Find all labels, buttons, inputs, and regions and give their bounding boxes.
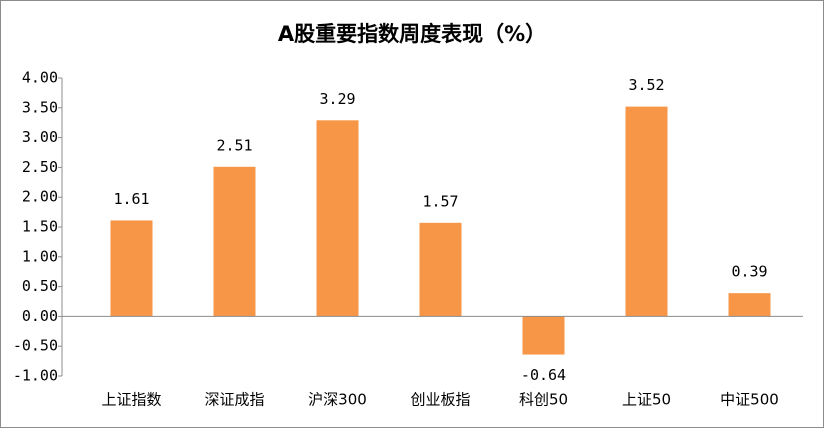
y-tick-label: 2.00 [22,188,58,206]
value-label: 2.51 [216,136,252,154]
y-tick-label: 3.50 [22,98,58,116]
x-tick-label: 深证成指 [204,391,264,409]
x-tick-label: 科创50 [519,391,568,409]
value-label: 3.29 [319,90,355,108]
value-label: 1.57 [422,192,458,210]
y-tick-label: 4.00 [22,69,58,87]
x-tick-label: 沪深300 [308,391,367,409]
y-tick-label: 1.50 [22,218,58,236]
value-label: -0.64 [521,366,566,384]
value-label: 0.39 [731,263,767,281]
y-tick-label: 0.00 [22,307,58,325]
bar [213,166,256,317]
y-tick-label: -1.00 [13,367,58,385]
bar [522,316,565,355]
x-tick-label: 上证指数 [101,391,161,409]
bar [316,120,359,317]
bar [110,220,153,317]
y-tick-label: -0.50 [13,337,58,355]
bar [419,222,462,317]
y-tick-label: 2.50 [22,158,58,176]
y-tick-label: 0.50 [22,277,58,295]
value-label: 1.61 [113,190,149,208]
bar [728,293,771,317]
chart-title: A股重要指数周度表现（%） [278,22,546,46]
value-label: 3.52 [628,76,664,94]
y-tick-label: 1.00 [22,247,58,265]
y-tick-label: 3.00 [22,128,58,146]
x-tick-label: 中证500 [720,391,779,409]
x-tick-label: 上证50 [622,391,671,409]
bar [625,106,668,317]
x-tick-label: 创业板指 [410,391,470,409]
